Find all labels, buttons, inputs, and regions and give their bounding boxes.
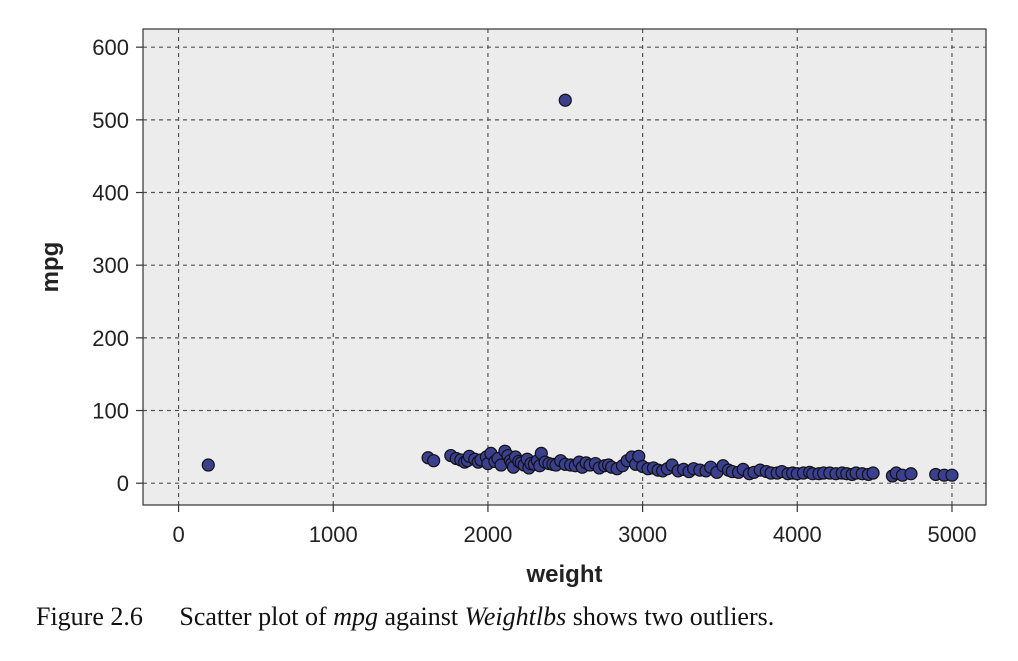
x-tick-label: 3000 (618, 522, 667, 547)
figure-number: Figure 2.6 (36, 602, 143, 631)
caption-text-1: Scatter plot of (179, 602, 327, 631)
caption-emphasis-weightlbs: Weightlbs (464, 602, 567, 631)
y-tick-label: 100 (92, 399, 129, 424)
plot-background (143, 29, 986, 505)
y-tick-label: 600 (92, 35, 129, 60)
x-tick-label: 0 (172, 522, 184, 547)
caption-text-3: shows two outliers. (572, 602, 775, 631)
y-tick-label: 400 (92, 181, 129, 206)
data-point (558, 93, 572, 107)
x-tick-label: 4000 (773, 522, 822, 547)
data-point (945, 468, 959, 482)
y-tick-label: 300 (92, 253, 129, 278)
data-point (427, 454, 441, 468)
y-tick-label: 500 (92, 108, 129, 133)
x-tick-label: 1000 (309, 522, 358, 547)
y-tick-label: 0 (117, 471, 129, 496)
plot-border (142, 28, 987, 506)
x-tick-label: 5000 (927, 522, 976, 547)
caption-emphasis-mpg: mpg (333, 602, 378, 631)
x-axis-title: weight (526, 561, 603, 588)
y-axis-title: mpg (37, 242, 64, 293)
data-point (904, 467, 918, 481)
data-point (866, 466, 880, 480)
scatter-chart: 0 1000 2000 3000 4000 5000 0 100 200 300 400 500 600… (37, 28, 987, 588)
axis-ticks: 0 1000 2000 3000 4000 5000 0 100 200 300 400 500 600 (92, 35, 976, 547)
y-tick-label: 200 (92, 326, 129, 351)
caption-text-2: against (384, 602, 459, 631)
x-tick-label: 2000 (463, 522, 512, 547)
data-points (201, 93, 959, 483)
figure-caption: Figure 2.6 Scatter plot of mpg against W… (36, 602, 774, 632)
data-point (201, 458, 215, 472)
